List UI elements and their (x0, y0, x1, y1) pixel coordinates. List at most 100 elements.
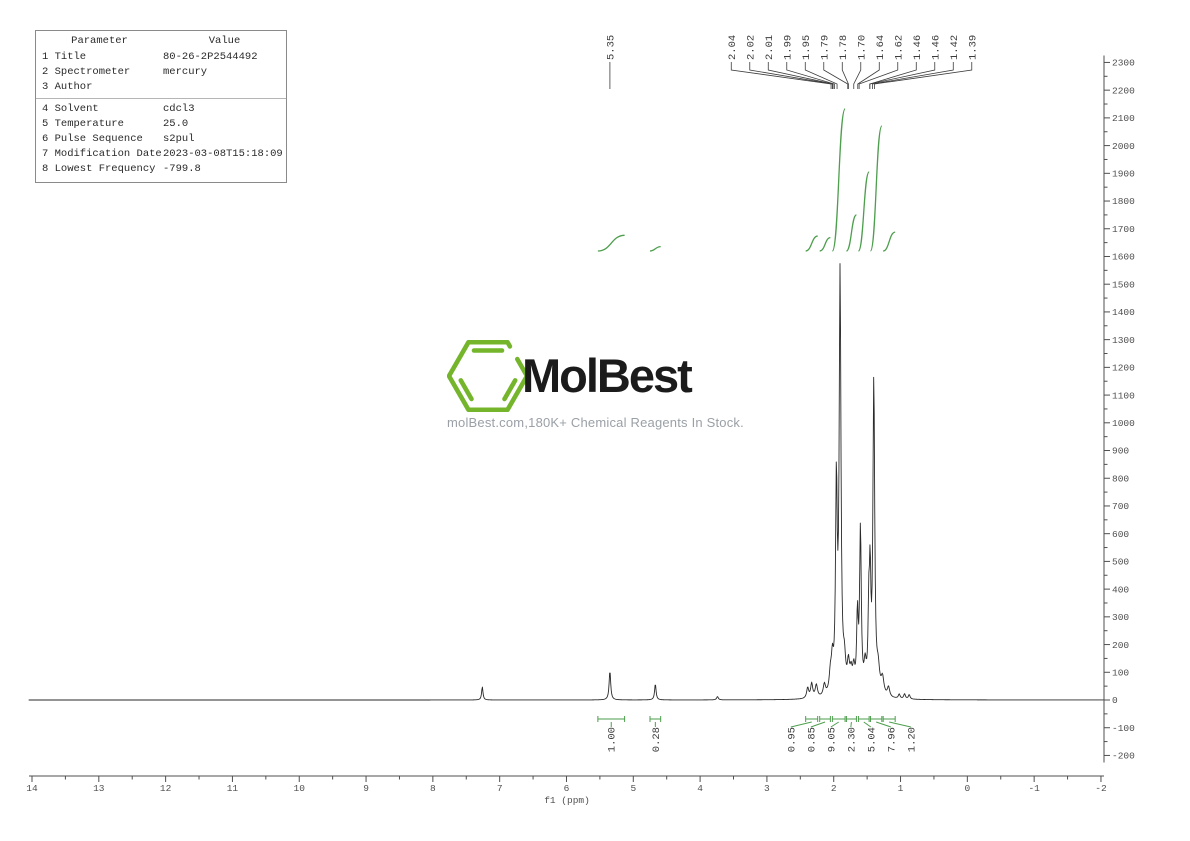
x-tick-label: 14 (26, 783, 38, 794)
x-axis-tick-labels: 14 13 12 11 10 9 8 7 6 5 4 3 2 1 0 -1 -2 (26, 783, 1107, 794)
y-tick-label: 100 (1112, 667, 1129, 678)
integral-value-label: 0.95 (786, 727, 798, 752)
integral-bracket (882, 716, 896, 722)
param-value: mercury (163, 66, 208, 78)
peak-leader-line (874, 62, 973, 89)
integral-bracket (819, 716, 831, 722)
param-name: 8 Lowest Frequency (42, 163, 156, 175)
x-tick-label: 2 (831, 783, 837, 794)
param-row-author: 3 Author (36, 80, 286, 99)
x-tick-label: 6 (564, 783, 570, 794)
x-tick-label: 3 (764, 783, 770, 794)
peak-ppm-label: 1.62 (893, 35, 905, 60)
param-value: 2023-03-08T15:18:09 (163, 148, 283, 160)
x-tick-label: -1 (1028, 783, 1040, 794)
integral-curve (869, 125, 883, 252)
param-name: 6 Pulse Sequence (42, 133, 143, 145)
peak-leader-line (786, 62, 835, 89)
peak-leader-line (872, 62, 954, 89)
param-row-pulse-sequence: 6 Pulse Sequence s2pul (36, 132, 286, 147)
peak-ppm-label: 5.35 (605, 35, 617, 60)
molbest-logo-row: MolBest (447, 340, 767, 412)
y-tick-label: 400 (1112, 584, 1129, 595)
param-row-solvent: 4 Solvent cdcl3 (36, 102, 286, 117)
y-tick-label: 1800 (1112, 196, 1135, 207)
y-tick-label: 1700 (1112, 224, 1135, 235)
y-tick-label: 800 (1112, 473, 1129, 484)
peak-label-leaders (609, 62, 973, 89)
y-tick-label: 500 (1112, 557, 1129, 568)
header-value: Value (208, 35, 241, 47)
integral-curve (882, 231, 896, 252)
peak-ppm-label: 1.78 (838, 35, 850, 60)
y-tick-label: 0 (1112, 695, 1118, 706)
integral-bracket (845, 716, 857, 722)
peak-leader-line (767, 62, 834, 89)
peak-ppm-label: 2.01 (764, 35, 776, 60)
y-tick-label: 1600 (1112, 252, 1135, 263)
x-axis-title: f1 (ppm) (544, 795, 590, 806)
integral-value-label: 1.00 (607, 727, 619, 752)
y-tick-label: 2000 (1112, 141, 1135, 152)
y-tick-label: 1000 (1112, 418, 1135, 429)
param-row-lowest-frequency: 8 Lowest Frequency -799.8 (36, 162, 286, 177)
peak-leader-line (857, 62, 880, 89)
integral-curve (857, 171, 870, 252)
x-tick-label: 13 (93, 783, 105, 794)
integral-value-label: 1.20 (906, 727, 918, 752)
integral-curve (597, 234, 625, 252)
integral-curve (845, 214, 858, 252)
y-tick-label: 2200 (1112, 85, 1135, 96)
peak-leader-line (823, 62, 849, 89)
peak-leader-line (858, 62, 899, 89)
y-axis-tick-labels: 2300220021002000190018001700160015001400… (1112, 58, 1135, 762)
peak-ppm-label: 1.46 (930, 35, 942, 60)
integral-leader-line (863, 721, 872, 728)
peak-ppm-label: 2.02 (745, 35, 757, 60)
integral-brackets (597, 716, 911, 728)
peak-ppm-label: 1.46 (912, 35, 924, 60)
peak-leader-line (804, 62, 838, 89)
x-tick-label: 7 (497, 783, 503, 794)
param-value: s2pul (163, 133, 195, 145)
param-name: 7 Modification Date (42, 148, 162, 160)
peak-leader-line (841, 62, 849, 89)
integral-bracket (649, 716, 662, 722)
y-tick-label: 1200 (1112, 363, 1135, 374)
y-tick-label: -200 (1112, 751, 1135, 762)
param-value: 25.0 (163, 118, 189, 130)
y-tick-label: 300 (1112, 612, 1129, 623)
y-tick-label: 600 (1112, 529, 1129, 540)
y-tick-label: -100 (1112, 723, 1135, 734)
param-value: cdcl3 (163, 103, 195, 115)
parameter-table-header: Parameter Value (36, 35, 286, 47)
integral-bracket (857, 716, 870, 722)
peak-labels: 5.35 2.04 2.02 2.01 1.99 1.95 1.79 1.78 1.70 1.64… (605, 35, 979, 60)
peak-leader-line (730, 62, 832, 89)
param-name: 5 Temperature (42, 118, 124, 130)
y-tick-label: 1900 (1112, 169, 1135, 180)
peak-ppm-label: 1.99 (782, 35, 794, 60)
parameter-table-rows: 1 Title 80-26-2P2544492 2 Spectrometer merc… (36, 50, 286, 177)
y-tick-label: 2300 (1112, 58, 1135, 69)
y-tick-label: 1300 (1112, 335, 1135, 346)
integral-value-label: 0.85 (806, 727, 818, 752)
y-tick-label: 2100 (1112, 113, 1135, 124)
peak-leader-line (869, 62, 936, 89)
integral-curve (831, 108, 846, 252)
param-name: 3 Author (42, 81, 93, 93)
peak-ppm-label: 1.39 (967, 35, 979, 60)
peak-ppm-label: 1.70 (856, 35, 868, 60)
param-name: 2 Spectrometer (42, 66, 131, 78)
integral-leader-line (790, 721, 812, 728)
integral-bracket (805, 716, 819, 722)
integral-value-label: 9.05 (826, 727, 838, 752)
y-axis (1103, 55, 1110, 763)
integral-value-label: 2.30 (846, 727, 858, 752)
x-tick-label: 10 (294, 783, 306, 794)
integral-leader-line (889, 721, 911, 728)
peak-ppm-label: 1.42 (949, 35, 961, 60)
param-row-modification-date: 7 Modification Date 2023-03-08T15:18:09 (36, 147, 286, 162)
x-tick-label: 9 (363, 783, 369, 794)
